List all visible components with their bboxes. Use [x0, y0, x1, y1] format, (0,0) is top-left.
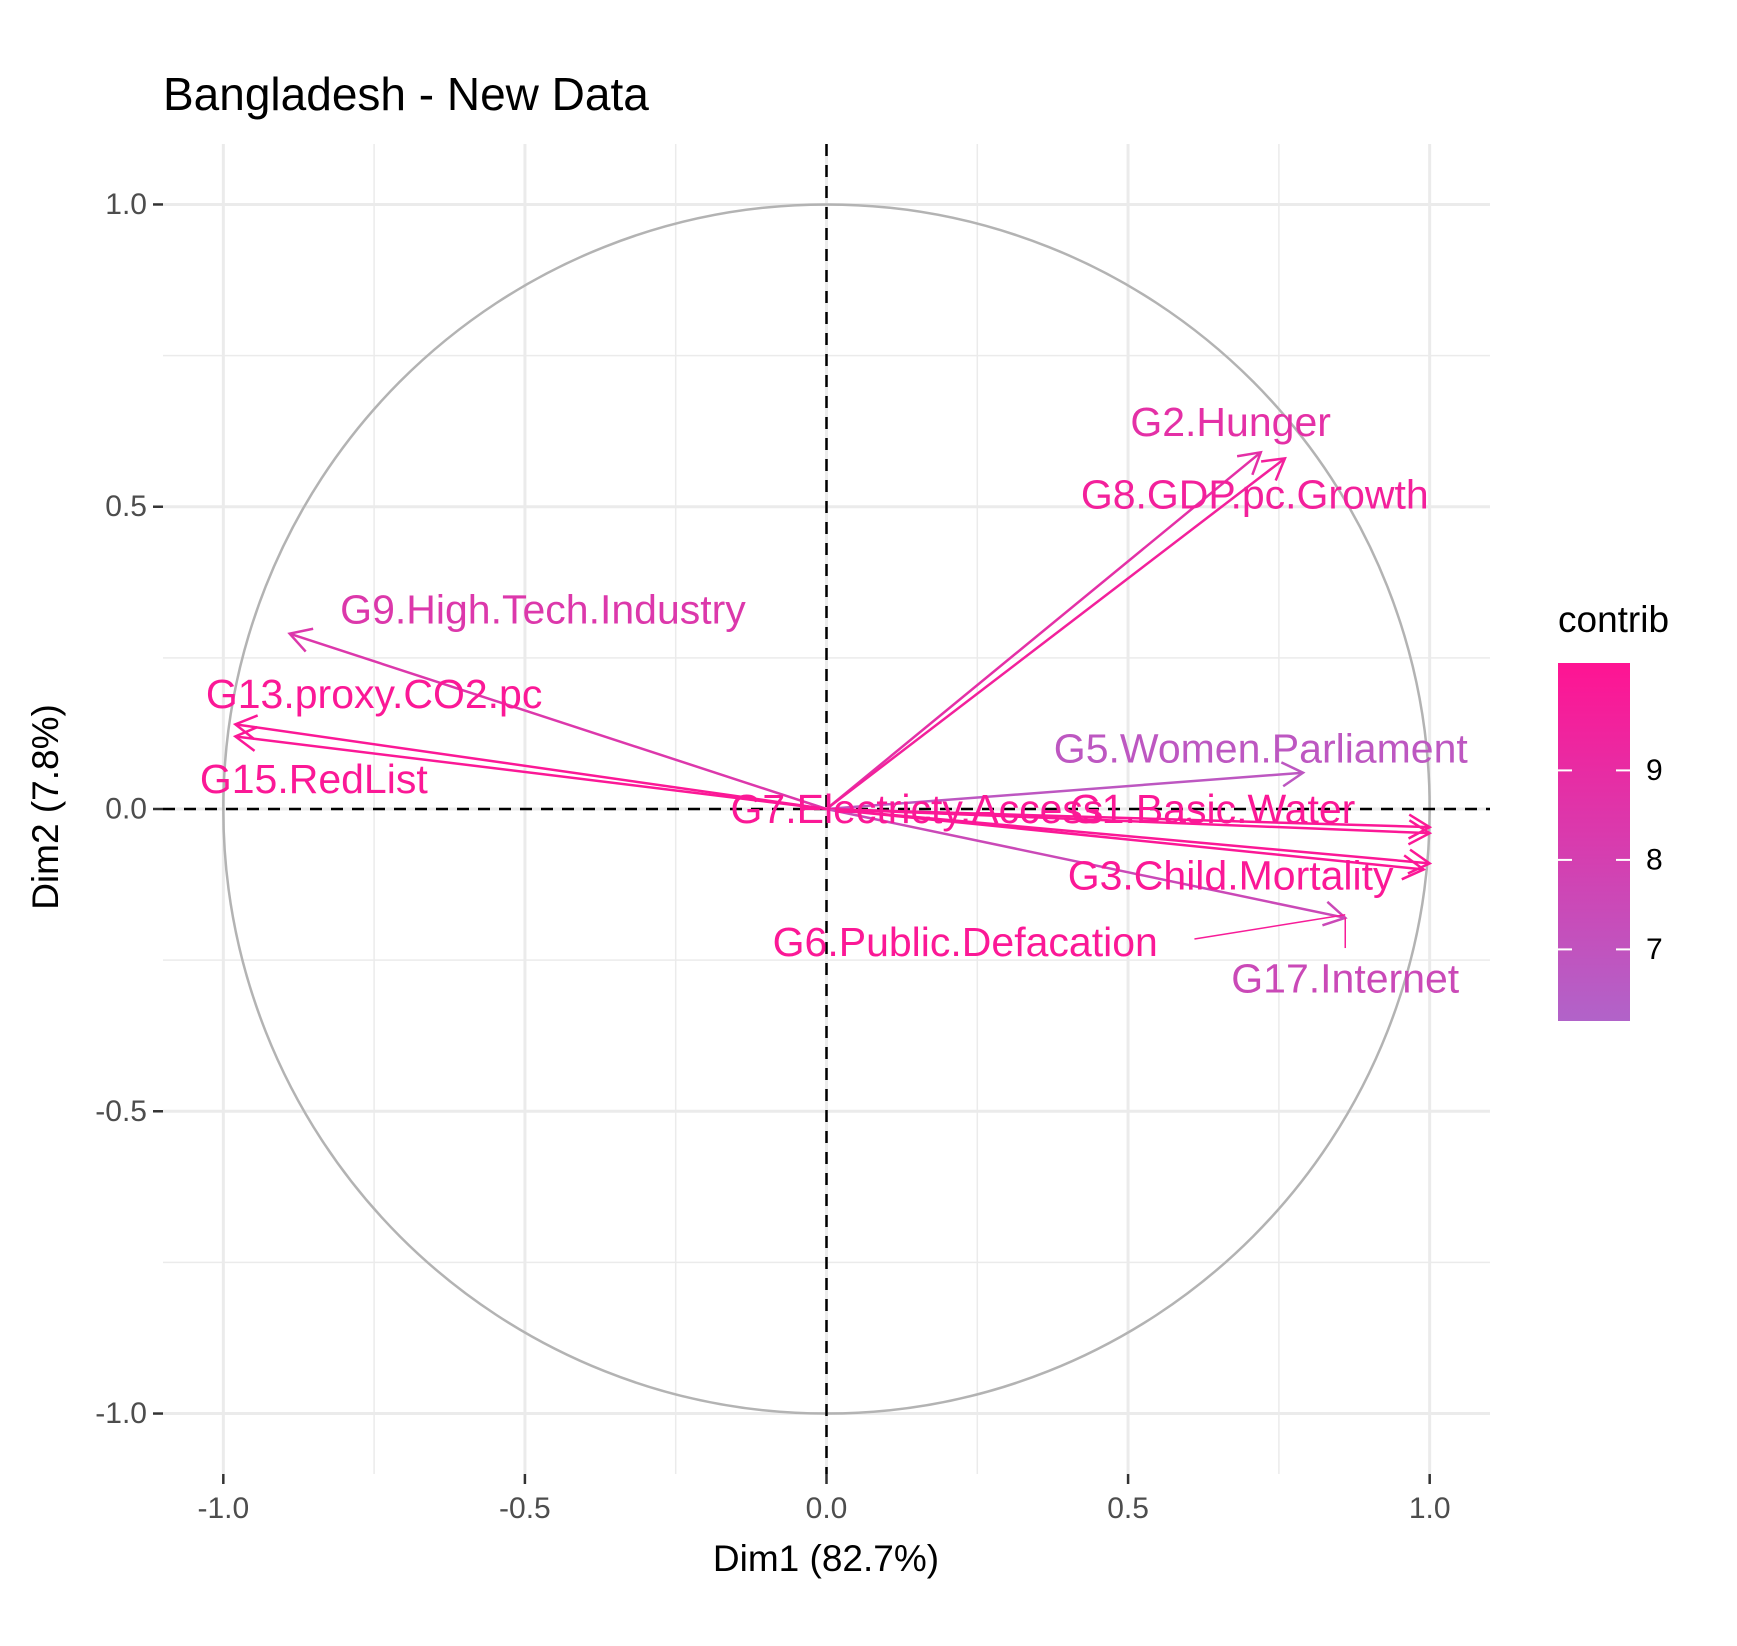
arrow-shaft-2 [289, 632, 827, 811]
y-tick-label-3: -0.5 [95, 1095, 147, 1128]
label-leader-line-0 [1194, 914, 1346, 940]
arrow-shaft-9 [826, 807, 1424, 871]
legend-title: contrib [1558, 599, 1669, 640]
variable-label-6: G1.Basic.Water [1070, 786, 1356, 832]
arrow-G8.GDP.pc.Growth [825, 456, 1287, 810]
variable-labels: G2.Hunger G8.GDP.pc.Growth G9.High.Tech.In… [200, 399, 1469, 1001]
variable-label-3: G13.proxy.CO2.pc [206, 671, 543, 717]
arrow-G5.Women.Parliament [826, 761, 1306, 811]
x-axis-title: Dim1 (82.7%) [713, 1538, 939, 1579]
x-tick-label-2: 0.0 [806, 1492, 848, 1525]
arrow-head-1 [1260, 456, 1287, 482]
legend-tick-label-0: 7 [1646, 933, 1663, 966]
y-tick-label-2: 0.0 [105, 793, 147, 826]
x-tick-label-0: -1.0 [197, 1492, 249, 1525]
arrow-head-5 [1280, 761, 1306, 788]
arrow-G13.proxy.CO2.pc [232, 714, 827, 811]
legend-colorbar [1558, 663, 1630, 1021]
variable-label-5: G5.Women.Parliament [1054, 726, 1469, 772]
arrow-G7.Electricty.Access [826, 807, 1433, 846]
reference-lines [163, 144, 1490, 1474]
y-tick-label-4: -1.0 [95, 1397, 147, 1430]
x-tick-label-1: -0.5 [499, 1492, 551, 1525]
variable-label-7: G7.Electricty.Access [731, 786, 1104, 832]
variable-label-1: G8.GDP.pc.Growth [1081, 472, 1429, 518]
arrow-head-6 [1407, 813, 1433, 840]
legend-tick-label-1: 8 [1646, 843, 1663, 876]
variable-label-0: G2.Hunger [1130, 399, 1331, 445]
y-tick-label-1: 0.5 [105, 490, 147, 523]
variable-label-9: G6.Public.Defacation [773, 919, 1158, 965]
arrow-G6.Public.Defacation [826, 807, 1427, 881]
legend-ticks: 7 8 9 [1558, 754, 1663, 966]
arrow-shaft-10 [826, 807, 1346, 920]
arrow-G9.High.Tech.Industry [287, 627, 827, 811]
y-tick-label-0: 1.0 [105, 188, 147, 221]
chart-title: Bangladesh - New Data [163, 68, 649, 120]
arrow-head-7 [1407, 819, 1433, 846]
legend-tick-label-2: 9 [1646, 754, 1663, 787]
variable-label-8: G3.Child.Mortality [1068, 853, 1394, 899]
arrow-head-9 [1401, 854, 1427, 881]
arrow-shaft-1 [825, 457, 1286, 810]
axes: -1.0 -0.5 0.0 0.5 1.0 1.0 0.5 0.0 -0.5 -1.0 [95, 188, 1450, 1525]
arrow-G2.Hunger [825, 450, 1263, 810]
legend: contrib 7 8 9 [1558, 599, 1669, 1021]
arrow-head-8 [1407, 848, 1433, 875]
arrow-head-4 [232, 725, 258, 752]
arrow-shaft-0 [825, 451, 1262, 810]
variable-arrows [232, 450, 1433, 927]
arrow-G15.RedList [232, 725, 827, 811]
arrow-shaft-4 [235, 735, 827, 811]
arrow-head-3 [232, 714, 259, 741]
variable-label-4: G15.RedList [200, 756, 429, 802]
variable-label-10: G17.Internet [1231, 955, 1460, 1001]
arrow-head-0 [1236, 450, 1263, 476]
x-tick-label-4: 1.0 [1409, 1492, 1451, 1525]
x-tick-label-3: 0.5 [1107, 1492, 1149, 1525]
y-axis-title: Dim2 (7.8%) [25, 704, 66, 910]
arrow-shaft-3 [235, 723, 827, 811]
arrow-head-2 [287, 627, 314, 653]
variable-label-2: G9.High.Tech.Industry [340, 587, 746, 633]
arrow-shaft-7 [826, 807, 1430, 835]
arrow-shaft-5 [826, 771, 1304, 811]
